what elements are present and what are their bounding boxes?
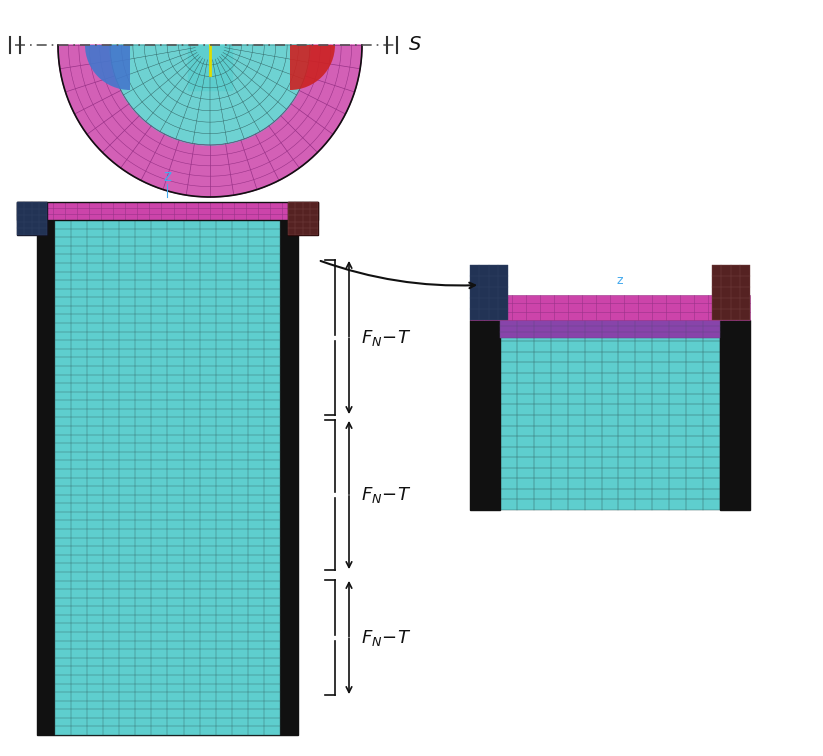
Polygon shape	[58, 45, 362, 197]
Text: z: z	[616, 274, 623, 287]
Text: $F_N\!-\!T$: $F_N\!-\!T$	[361, 327, 412, 348]
Bar	[470, 295, 750, 320]
Text: $F_N\!-\!T$: $F_N\!-\!T$	[361, 485, 412, 505]
Polygon shape	[288, 202, 318, 235]
Bar	[500, 320, 720, 338]
Text: $F_N\!-\!T$: $F_N\!-\!T$	[361, 627, 412, 647]
Bar	[288, 202, 318, 235]
Bar	[17, 202, 318, 220]
Text: z: z	[164, 169, 171, 184]
Polygon shape	[470, 320, 500, 510]
Polygon shape	[110, 45, 310, 145]
Bar	[712, 265, 750, 320]
Wedge shape	[85, 45, 130, 90]
Bar	[55, 220, 280, 735]
Bar	[470, 265, 508, 320]
Polygon shape	[37, 220, 298, 735]
Text: $S$: $S$	[408, 36, 421, 54]
Polygon shape	[188, 45, 232, 90]
Bar	[17, 202, 318, 220]
Bar	[17, 202, 47, 235]
Bar	[500, 320, 720, 510]
Wedge shape	[290, 45, 335, 90]
Polygon shape	[17, 202, 47, 235]
Polygon shape	[720, 320, 750, 510]
